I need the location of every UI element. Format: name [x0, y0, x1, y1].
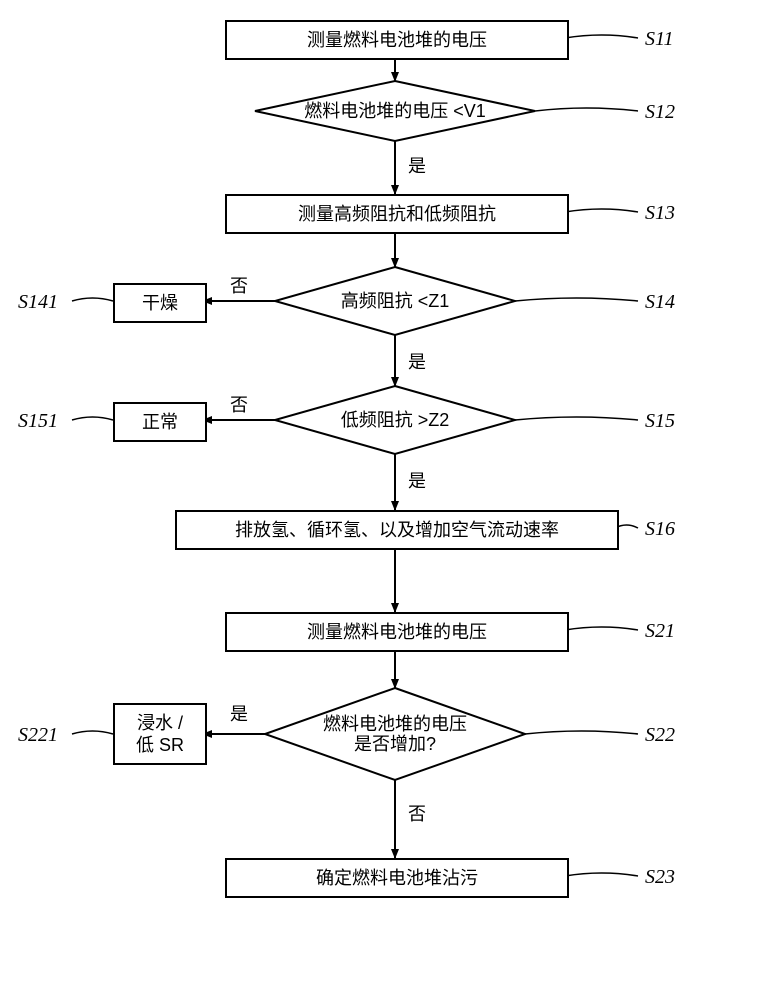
step-label-s11: S11 — [645, 28, 674, 51]
decision-s22 — [265, 688, 525, 780]
connector-line — [565, 209, 638, 212]
step-label-s141: S141 — [18, 291, 58, 314]
process-s11: 测量燃料电池堆的电压 — [225, 20, 569, 60]
edge-label-e2: 否 — [230, 272, 248, 298]
decision-text-s15: 低频阻抗 >Z2 — [341, 410, 450, 430]
connector-line — [515, 298, 638, 301]
connector-line — [565, 873, 638, 876]
svg-layer: 燃料电池堆的电压 <V1 高频阻抗 <Z1 低频阻抗 >Z2 燃料电池堆的电压是否增加… — [0, 0, 780, 1000]
connector-line — [72, 731, 113, 734]
decision-text-s22: 燃料电池堆的电压 — [323, 714, 467, 734]
edge-label-e1: 是 — [408, 152, 426, 178]
edge-label-e4: 否 — [230, 391, 248, 417]
connector-line — [72, 298, 113, 301]
step-label-s22: S22 — [645, 724, 675, 747]
step-label-s15: S15 — [645, 410, 675, 433]
edge-label-e5: 是 — [408, 467, 426, 493]
connector-line — [515, 417, 638, 420]
step-label-s13: S13 — [645, 202, 675, 225]
decision-s12 — [255, 81, 535, 141]
process-s151: 正常 — [113, 402, 207, 442]
connector-line — [525, 731, 638, 734]
edge-label-e6: 是 — [230, 700, 248, 726]
step-label-s21: S21 — [645, 620, 675, 643]
step-label-s23: S23 — [645, 866, 675, 889]
connector-line — [72, 417, 113, 420]
decision-s15 — [275, 386, 515, 454]
process-s23: 确定燃料电池堆沾污 — [225, 858, 569, 898]
step-label-s14: S14 — [645, 291, 675, 314]
decision-text-s14: 高频阻抗 <Z1 — [341, 291, 450, 311]
process-s13: 测量高频阻抗和低频阻抗 — [225, 194, 569, 234]
process-s141: 干燥 — [113, 283, 207, 323]
edge-label-e3: 是 — [408, 348, 426, 374]
edge-label-e7: 否 — [408, 800, 426, 826]
connector-line — [535, 108, 638, 111]
process-s16: 排放氢、循环氢、以及增加空气流动速率 — [175, 510, 619, 550]
connector-line — [565, 627, 638, 630]
decision-text-s22: 是否增加? — [354, 734, 436, 754]
decision-s14 — [275, 267, 515, 335]
connector-line — [565, 35, 638, 38]
process-s221: 浸水 / 低 SR — [113, 703, 207, 765]
process-s21: 测量燃料电池堆的电压 — [225, 612, 569, 652]
step-label-s16: S16 — [645, 518, 675, 541]
step-label-s221: S221 — [18, 724, 58, 747]
flowchart-canvas: 燃料电池堆的电压 <V1 高频阻抗 <Z1 低频阻抗 >Z2 燃料电池堆的电压是否增加… — [0, 0, 780, 1000]
step-label-s151: S151 — [18, 410, 58, 433]
decision-text-s12: 燃料电池堆的电压 <V1 — [304, 101, 486, 121]
step-label-s12: S12 — [645, 101, 675, 124]
